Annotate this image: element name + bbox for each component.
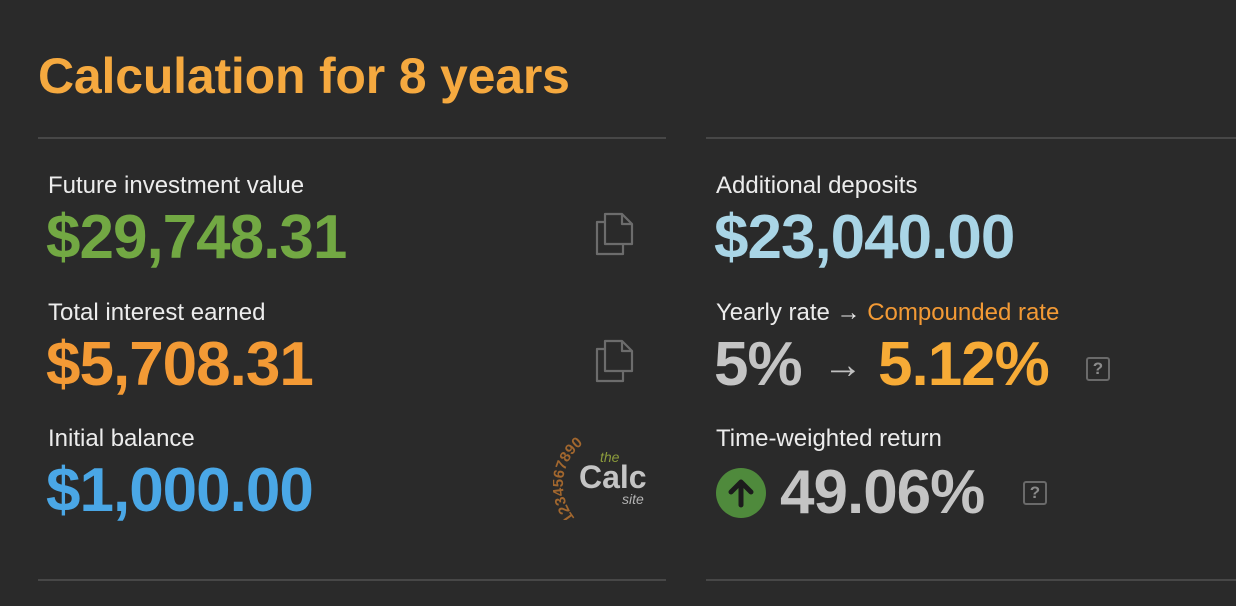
rates-label: Yearly rate → Compounded rate [716,299,1059,327]
divider-top-left [38,137,666,139]
initial-balance-label: Initial balance [48,425,195,452]
copy-icon[interactable] [594,210,634,256]
total-interest-label: Total interest earned [48,299,266,326]
divider-bottom-right [706,579,1236,581]
yearly-rate-label: Yearly rate → [716,299,861,326]
compounded-rate-label: Compounded rate [867,299,1060,326]
total-interest-amount: $5,708.31 [46,330,314,399]
twr-value: 49.06% [780,458,985,527]
logo-site: site [622,491,644,507]
calc-site-logo: 1234567890 the Calc site [550,420,663,526]
compounded-rate-value: 5.12% [878,330,1050,399]
future-value-amount: $29,748.31 [46,203,347,272]
logo-the: the [600,449,620,465]
initial-balance-amount: $1,000.00 [46,456,314,525]
yearly-rate-value: 5% [714,330,803,399]
arrow-up-circle-icon [716,468,766,518]
divider-bottom-left [38,579,666,581]
copy-icon-graphic [595,339,634,383]
future-value-label: Future investment value [48,172,305,199]
logo-calc: Calc [579,459,647,495]
divider-top-right [706,137,1236,139]
twr-label: Time-weighted return [716,425,942,452]
help-icon[interactable]: ? [1086,357,1110,381]
page-title: Calculation for 8 years [38,48,570,104]
copy-icon-graphic [595,212,634,256]
additional-deposits-label: Additional deposits [716,172,918,199]
calc-site-logo-graphic: 1234567890 the Calc site [550,434,647,526]
additional-deposits-amount: $23,040.00 [714,203,1015,272]
copy-icon[interactable] [594,337,634,383]
rate-arrow: → [823,343,863,387]
arrow-up-graphic [728,479,754,508]
help-icon[interactable]: ? [1023,481,1047,505]
